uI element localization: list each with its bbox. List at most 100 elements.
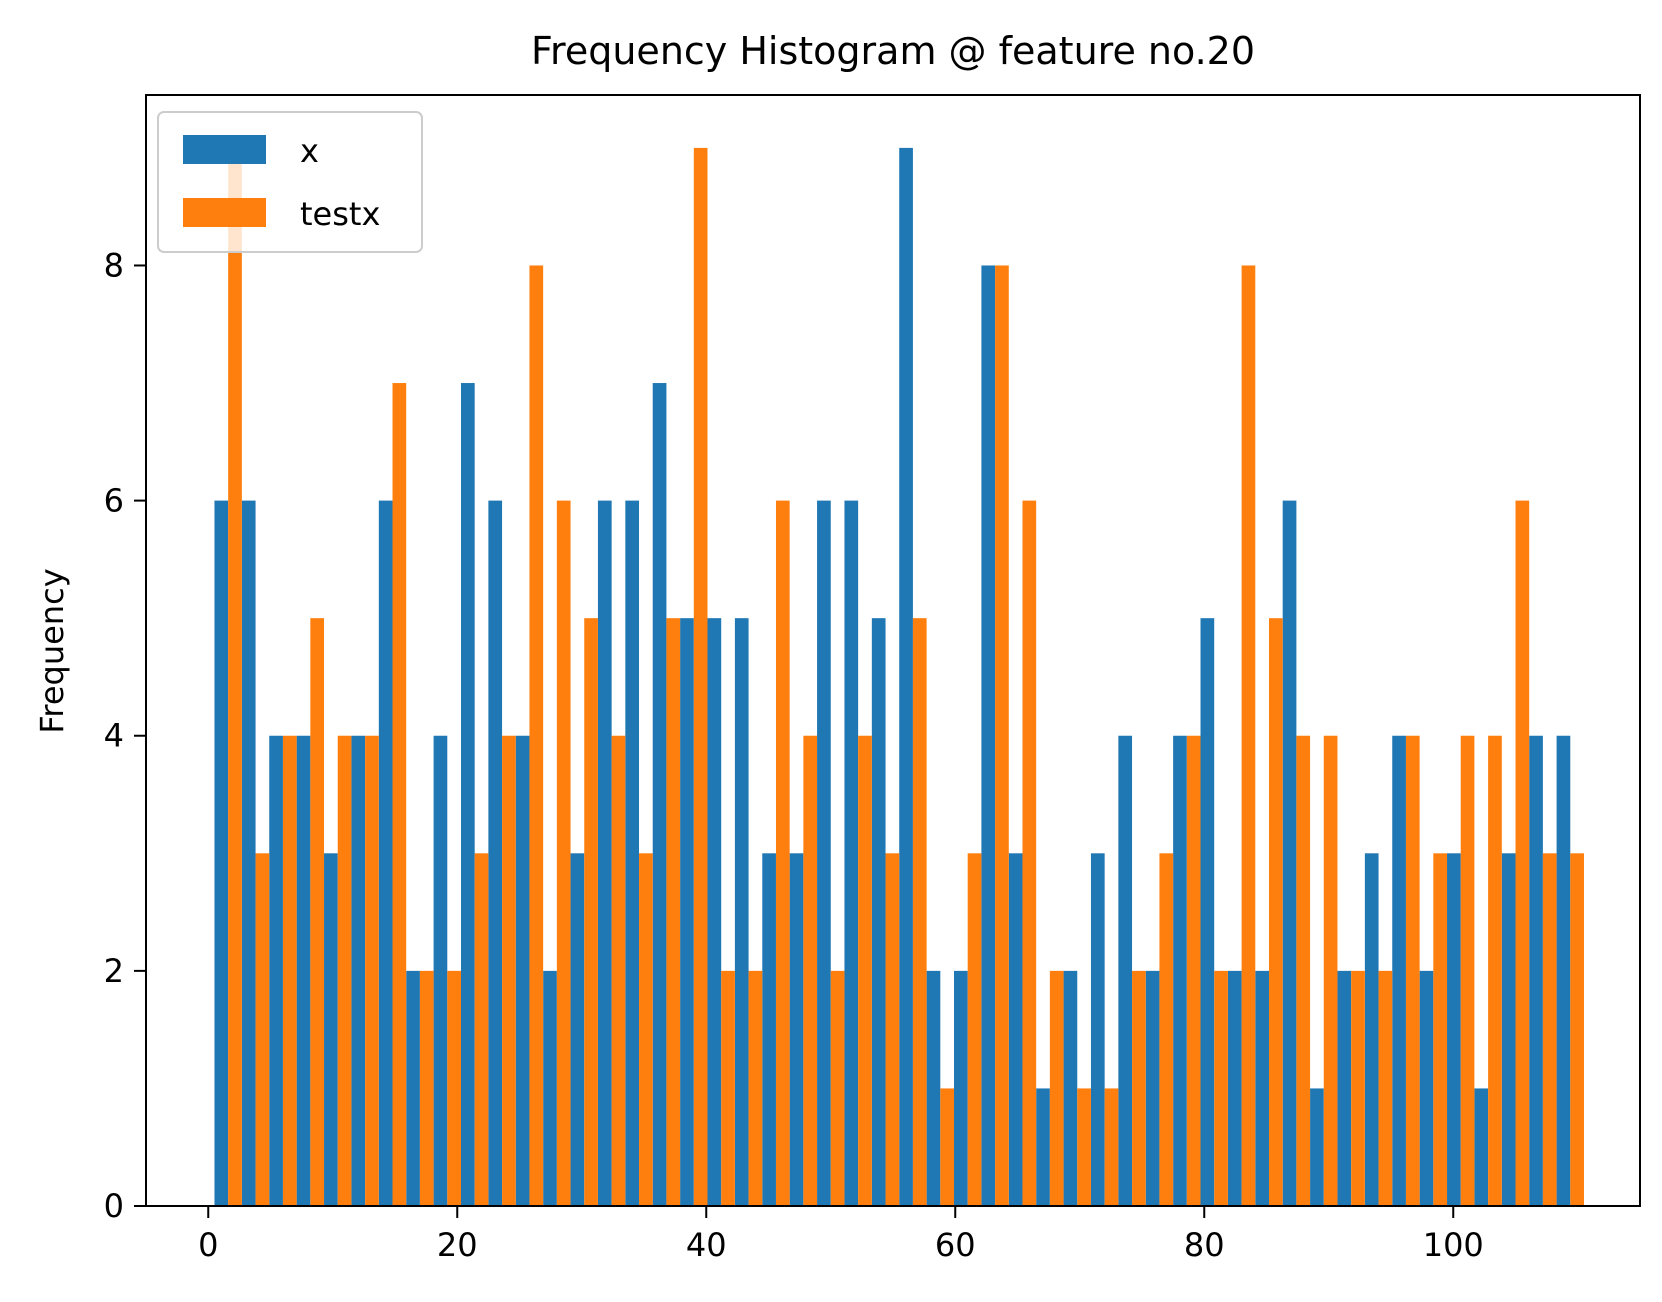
bar-testx-46 [1488, 735, 1502, 1206]
bar-testx-38 [1268, 618, 1283, 1206]
bars-layer [214, 147, 1584, 1207]
bar-testx-22 [830, 970, 845, 1206]
bar-testx-29 [1022, 500, 1037, 1207]
bar-x-30 [1036, 1088, 1050, 1206]
x-axis: 0 20 40 60 80 100 [198, 1206, 1484, 1264]
bar-x-20 [762, 853, 776, 1206]
bar-x-2 [269, 735, 283, 1206]
bar-testx-20 [775, 500, 790, 1207]
bar-testx-26 [940, 1088, 955, 1206]
bar-x-48 [1529, 735, 1543, 1206]
bar-testx-43 [1405, 735, 1420, 1206]
bar-testx-21 [803, 735, 818, 1206]
x-tick-label: 20 [437, 1226, 478, 1264]
bar-x-40 [1310, 1088, 1324, 1206]
bar-testx-7 [419, 970, 434, 1206]
bar-x-29 [1008, 853, 1023, 1206]
bar-testx-18 [721, 970, 735, 1206]
bar-testx-24 [885, 853, 900, 1206]
x-tick-label: 60 [935, 1226, 976, 1264]
bar-testx-33 [1132, 970, 1146, 1206]
y-tick-label: 6 [104, 482, 124, 520]
bar-x-37 [1227, 970, 1242, 1206]
bar-testx-40 [1323, 735, 1338, 1206]
bar-testx-2 [282, 735, 297, 1206]
legend-swatch-testx [183, 198, 266, 227]
x-tick-label: 100 [1423, 1226, 1484, 1264]
bar-testx-3 [310, 618, 325, 1206]
bar-x-0 [214, 500, 229, 1207]
bar-x-11 [515, 735, 530, 1206]
bar-testx-11 [529, 265, 544, 1207]
bar-testx-34 [1159, 853, 1174, 1206]
bar-testx-9 [474, 853, 489, 1206]
bar-x-14 [597, 500, 612, 1207]
bar-x-13 [570, 853, 585, 1206]
bar-x-18 [707, 618, 722, 1206]
bar-testx-42 [1378, 970, 1393, 1206]
bar-x-47 [1501, 853, 1516, 1206]
bar-x-25 [899, 147, 913, 1206]
bar-x-27 [954, 970, 968, 1206]
bar-x-17 [680, 618, 694, 1206]
bar-testx-47 [1515, 500, 1530, 1207]
bar-x-5 [351, 735, 366, 1206]
bar-testx-4 [337, 735, 352, 1206]
bar-testx-19 [748, 970, 763, 1206]
bar-x-35 [1173, 735, 1187, 1206]
bar-x-42 [1364, 853, 1379, 1206]
legend-swatch-x [183, 135, 266, 164]
bar-testx-35 [1186, 735, 1201, 1206]
bar-x-31 [1063, 970, 1078, 1206]
bar-x-3 [296, 735, 311, 1206]
y-axis: 0 2 4 6 8 [104, 246, 146, 1225]
bar-testx-28 [995, 265, 1009, 1207]
bar-testx-27 [967, 853, 982, 1206]
bar-testx-25 [912, 618, 927, 1206]
bar-x-8 [433, 735, 448, 1206]
bar-testx-41 [1351, 970, 1365, 1206]
bar-x-19 [734, 618, 749, 1206]
bar-x-24 [871, 618, 886, 1206]
bar-x-15 [625, 500, 640, 1207]
bar-x-33 [1118, 735, 1133, 1206]
bar-testx-10 [502, 735, 516, 1206]
bar-testx-23 [858, 735, 872, 1206]
bar-testx-6 [392, 383, 407, 1206]
bar-x-6 [378, 500, 393, 1207]
bar-x-34 [1145, 970, 1160, 1206]
x-tick-label: 0 [198, 1226, 218, 1264]
bar-x-1 [241, 500, 256, 1207]
chart-title: Frequency Histogram @ feature no.20 [531, 29, 1255, 73]
bar-testx-8 [447, 970, 461, 1206]
bar-testx-44 [1433, 853, 1448, 1206]
bar-testx-13 [584, 618, 598, 1206]
bar-testx-16 [666, 618, 681, 1206]
legend-box [157, 111, 423, 253]
bar-testx-48 [1542, 853, 1557, 1206]
bar-x-46 [1474, 1088, 1489, 1206]
legend-label-x: x [300, 132, 319, 170]
bar-x-41 [1337, 970, 1352, 1206]
bar-x-49 [1556, 735, 1571, 1206]
legend: x testx [157, 111, 423, 253]
bar-testx-31 [1077, 1088, 1091, 1206]
bar-testx-0 [228, 147, 242, 1206]
bar-testx-45 [1460, 735, 1475, 1206]
bar-x-44 [1419, 970, 1434, 1206]
plot-frame [145, 94, 1641, 1207]
bar-x-28 [981, 265, 996, 1207]
bar-testx-5 [365, 735, 379, 1206]
bar-x-39 [1282, 500, 1297, 1207]
bar-x-22 [817, 500, 831, 1207]
bar-x-45 [1447, 853, 1461, 1206]
y-tick-label: 0 [104, 1187, 124, 1225]
bar-x-26 [926, 970, 941, 1206]
bar-x-4 [324, 853, 338, 1206]
bar-x-16 [652, 383, 667, 1206]
bar-x-43 [1392, 735, 1406, 1206]
bar-testx-1 [255, 853, 270, 1206]
bar-x-9 [460, 383, 475, 1206]
y-tick-label: 4 [104, 717, 124, 755]
